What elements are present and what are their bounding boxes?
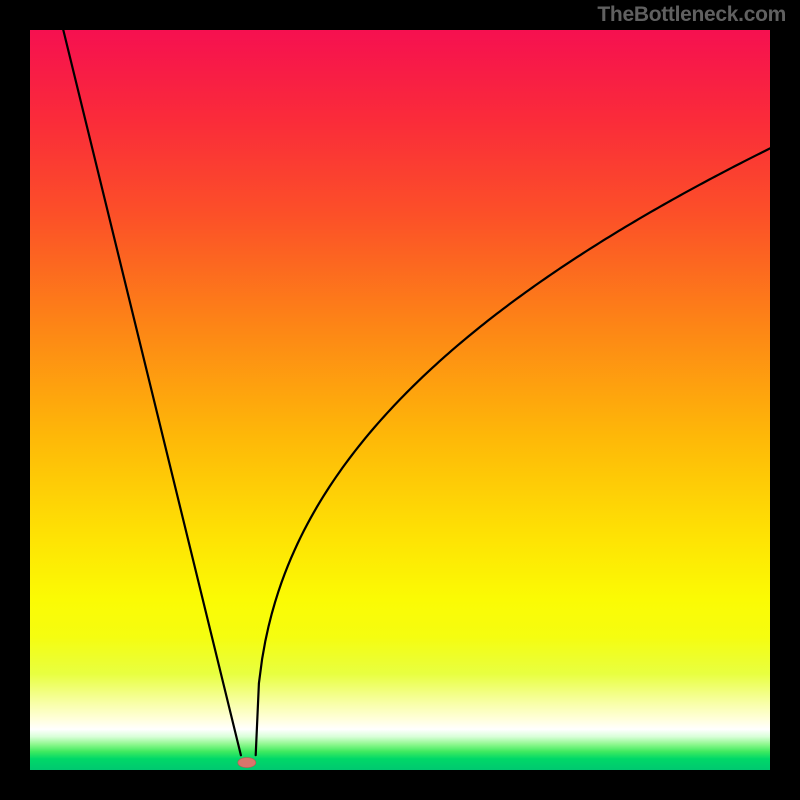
frame-right xyxy=(770,0,800,800)
bottleneck-marker xyxy=(238,758,256,768)
chart-svg xyxy=(30,30,770,770)
chart-plot-area xyxy=(30,30,770,770)
frame-left xyxy=(0,0,30,800)
watermark-text: TheBottleneck.com xyxy=(597,3,786,27)
frame-bottom xyxy=(0,770,800,800)
